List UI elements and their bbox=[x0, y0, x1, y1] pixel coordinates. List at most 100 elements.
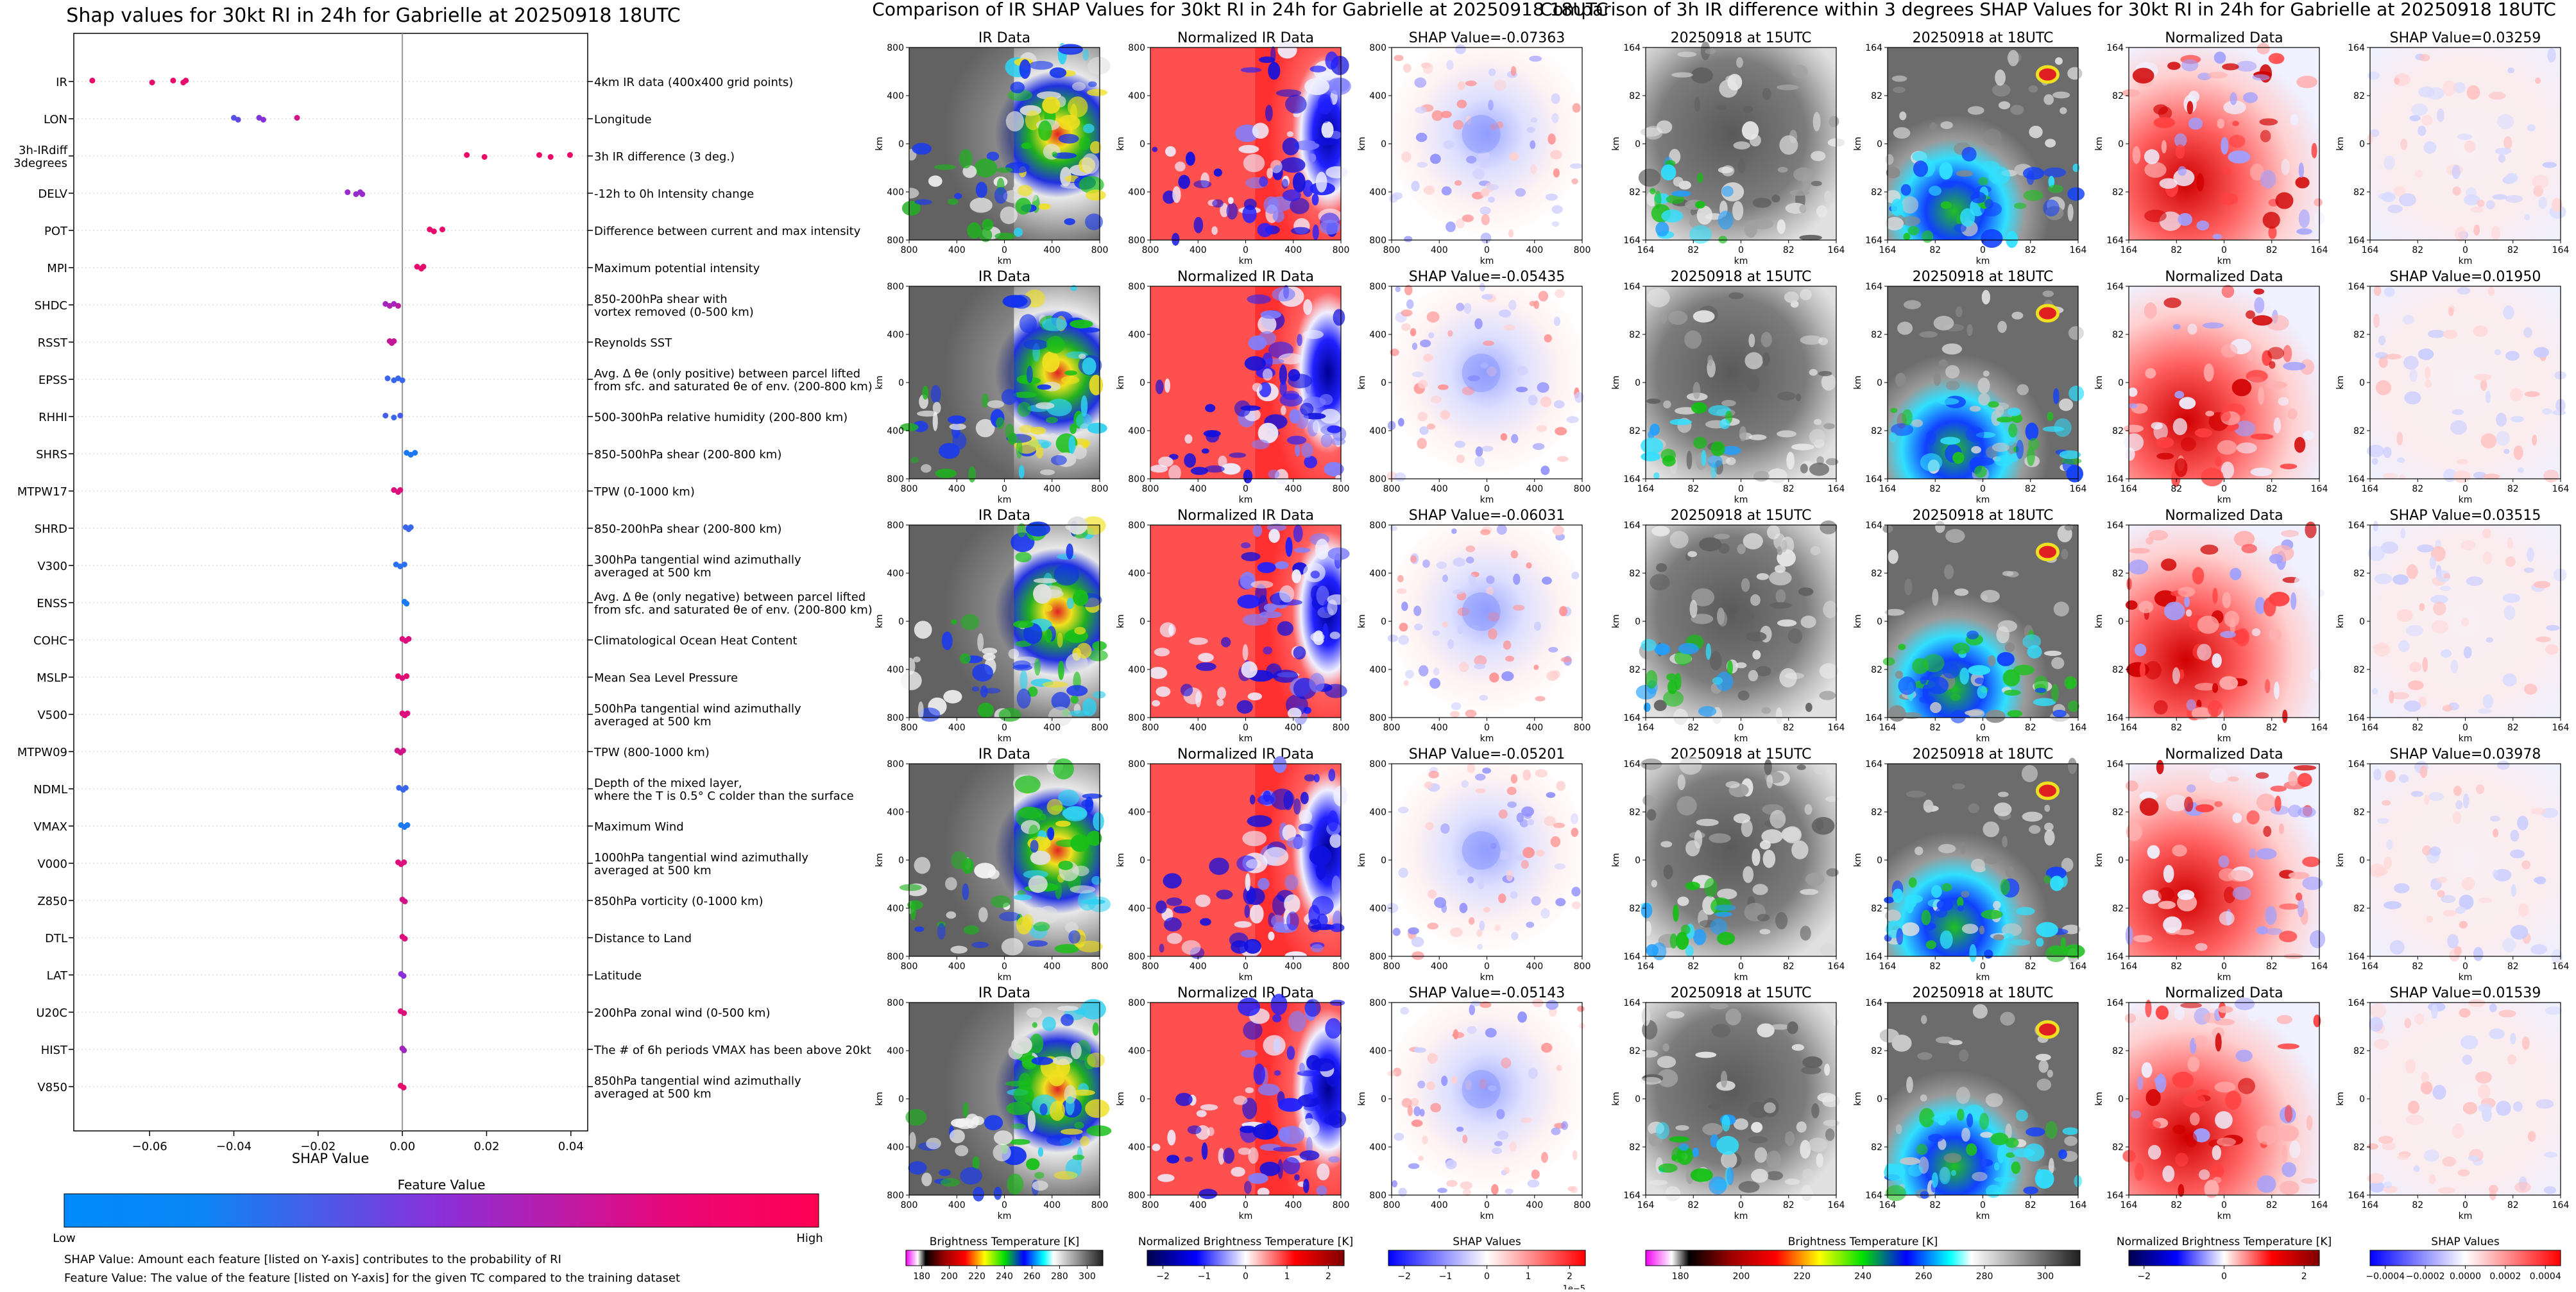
image-texture bbox=[1429, 678, 1441, 689]
image-texture bbox=[2172, 418, 2188, 435]
image-texture bbox=[2137, 1076, 2144, 1090]
image-texture bbox=[2125, 926, 2133, 945]
image-texture bbox=[1721, 1115, 1730, 1132]
image-texture bbox=[1263, 646, 1273, 655]
image-texture bbox=[1499, 850, 1508, 861]
image-texture bbox=[1426, 1081, 1435, 1090]
shap-point bbox=[400, 748, 406, 754]
image-texture bbox=[1671, 1155, 1677, 1161]
y-tick-label: 400 bbox=[887, 187, 904, 198]
image-texture bbox=[1997, 651, 2015, 667]
image-texture bbox=[1242, 644, 1249, 661]
image-texture bbox=[2394, 77, 2400, 85]
image-texture bbox=[1268, 62, 1281, 80]
image-texture bbox=[1678, 1143, 1689, 1151]
image-texture bbox=[2172, 1124, 2186, 1135]
image-texture bbox=[2511, 884, 2516, 897]
image-texture bbox=[1300, 791, 1309, 805]
image-texture bbox=[1303, 299, 1313, 315]
x-tick-label: 0 bbox=[1738, 723, 1744, 733]
image-texture bbox=[935, 469, 957, 478]
feature-name-label: 3h-IRdiff 3degrees bbox=[13, 144, 68, 170]
image-texture bbox=[972, 1156, 980, 1170]
image-texture bbox=[2180, 1002, 2203, 1008]
image-texture bbox=[1893, 127, 1911, 139]
image-texture bbox=[1027, 365, 1033, 384]
image-texture bbox=[1061, 375, 1080, 384]
image-texture bbox=[1408, 927, 1419, 935]
image-texture bbox=[2179, 397, 2196, 409]
image-texture bbox=[2258, 386, 2265, 405]
image-texture bbox=[1726, 457, 1736, 465]
x-tick-label: 82 bbox=[1687, 1200, 1699, 1210]
image-texture bbox=[2279, 931, 2298, 943]
image-texture bbox=[1488, 196, 1495, 203]
image-texture bbox=[962, 1102, 969, 1118]
feature-name-label: LAT bbox=[47, 969, 68, 983]
image-texture bbox=[2068, 326, 2085, 340]
image-texture bbox=[2260, 169, 2276, 189]
image-texture bbox=[2201, 467, 2224, 487]
image-texture bbox=[1555, 898, 1566, 906]
image-texture bbox=[2128, 387, 2138, 397]
image-texture bbox=[1483, 340, 1494, 347]
image-texture bbox=[1184, 453, 1197, 468]
image-texture bbox=[950, 1129, 965, 1144]
image-texture bbox=[2267, 347, 2285, 359]
image-texture bbox=[1546, 792, 1556, 798]
image-texture bbox=[2067, 700, 2079, 712]
image-texture bbox=[2256, 1125, 2278, 1145]
image-texture bbox=[1314, 137, 1340, 146]
image-texture bbox=[2067, 187, 2085, 201]
image-texture bbox=[1666, 673, 1676, 681]
image-texture bbox=[1498, 809, 1508, 819]
image-texture bbox=[1244, 904, 1250, 918]
y-tick-label: 0 bbox=[2359, 617, 2365, 627]
y-tick-label: 0 bbox=[1381, 1094, 1386, 1105]
image-texture bbox=[2452, 186, 2461, 196]
feature-description-label: Longitude bbox=[594, 113, 652, 126]
x-axis-label: km bbox=[1976, 256, 1990, 266]
image-texture bbox=[1535, 696, 1546, 702]
image-texture bbox=[2453, 786, 2462, 797]
feature-description-label: Avg. Δ θe (only positive) between parcel… bbox=[594, 367, 873, 393]
image-texture bbox=[2036, 938, 2044, 947]
image-texture bbox=[1906, 1076, 1913, 1094]
image-texture bbox=[2004, 689, 2021, 696]
image-texture bbox=[939, 1169, 951, 1176]
x-tick-label: 164 bbox=[1879, 245, 1897, 255]
image-texture bbox=[2194, 682, 2217, 691]
image-texture bbox=[1660, 841, 1673, 848]
image-texture bbox=[913, 656, 921, 662]
image-texture bbox=[2274, 795, 2282, 812]
image-texture bbox=[1805, 702, 1813, 712]
y-tick-label: 800 bbox=[887, 521, 904, 531]
image-texture bbox=[2473, 325, 2488, 338]
x-tick-label: 164 bbox=[1828, 245, 1845, 255]
image-texture bbox=[1244, 356, 1266, 371]
image-texture bbox=[2411, 103, 2428, 116]
x-tick-label: 400 bbox=[948, 484, 966, 494]
image-texture bbox=[1536, 425, 1548, 432]
image-texture bbox=[1205, 404, 1216, 413]
image-texture bbox=[1733, 141, 1750, 150]
image-texture bbox=[1494, 80, 1507, 91]
image-texture bbox=[1944, 564, 1954, 580]
image-texture bbox=[971, 942, 989, 948]
y-tick-label: 164 bbox=[1865, 713, 1882, 723]
image-texture bbox=[1284, 894, 1301, 914]
image-texture bbox=[1028, 875, 1048, 893]
image-texture bbox=[1257, 1187, 1270, 1197]
image-texture bbox=[1900, 184, 1911, 196]
image-texture bbox=[2231, 630, 2248, 644]
image-texture bbox=[1693, 436, 1707, 449]
colorbar-tick-label: 180 bbox=[913, 1271, 930, 1282]
image-texture bbox=[1249, 904, 1264, 924]
image-texture bbox=[1898, 644, 1906, 650]
image-texture bbox=[1240, 67, 1262, 73]
image-texture bbox=[1220, 637, 1231, 648]
image-texture bbox=[1079, 176, 1104, 194]
y-tick-label: 0 bbox=[1139, 378, 1145, 388]
